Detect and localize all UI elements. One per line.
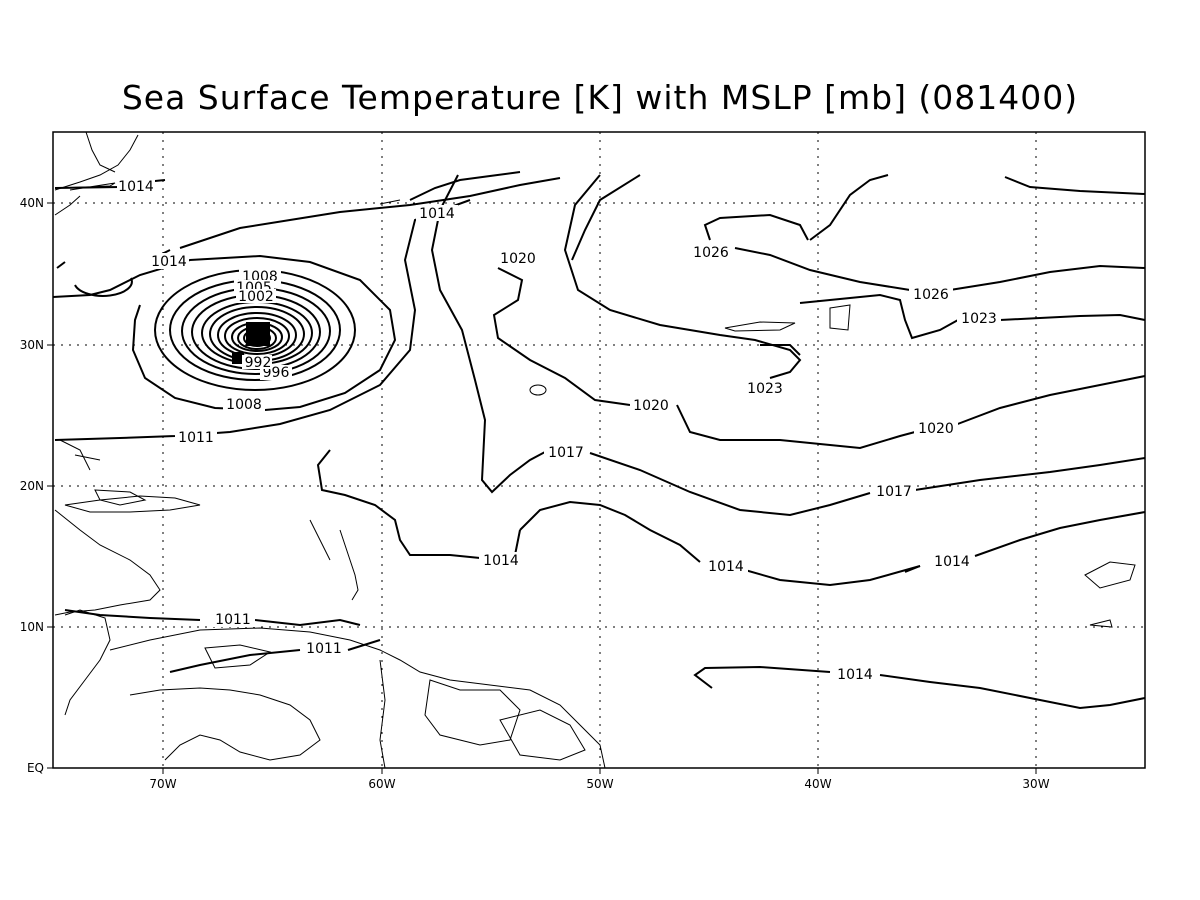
x-tick-40w: 40W: [804, 777, 831, 791]
low-pressure-center-icon: [246, 322, 270, 346]
contour-label: 1014: [708, 559, 744, 575]
x-tick-30w: 30W: [1022, 777, 1049, 791]
grid: [53, 132, 1145, 768]
coastlines: [54, 131, 1136, 769]
contour-label: 1023: [747, 381, 783, 397]
contour-label: 1014: [118, 179, 154, 195]
contour-label: 1011: [306, 641, 342, 657]
contour-label: 1011: [215, 612, 251, 628]
contour-label: 1023: [961, 311, 997, 327]
contour-label: 1014: [934, 554, 970, 570]
contour-label: 1017: [876, 484, 912, 500]
low-pressure-core-icon: [232, 352, 244, 364]
contour-label: 1014: [837, 667, 873, 683]
contour-label: 1014: [419, 206, 455, 222]
contour-label: 1020: [633, 398, 669, 414]
contour-label: 992: [245, 355, 272, 371]
contour-label: 1014: [483, 553, 519, 569]
y-tick-20n: 20N: [20, 479, 44, 493]
contour-label: 1017: [548, 445, 584, 461]
x-tick-50w: 50W: [586, 777, 613, 791]
contour-label: 1026: [913, 287, 949, 303]
plot-frame: [52, 131, 1146, 769]
y-tick-eq: EQ: [27, 761, 44, 775]
x-tick-70w: 70W: [149, 777, 176, 791]
contour-labels: 1014 1014 1014 1008 1005 1002 996 992 10…: [117, 178, 1001, 683]
contour-label: 1020: [918, 421, 954, 437]
y-tick-30n: 30N: [20, 338, 44, 352]
x-tick-60w: 60W: [368, 777, 395, 791]
contour-label: 1008: [226, 397, 262, 413]
contour-label: 1011: [178, 430, 214, 446]
contour-label: 1014: [151, 254, 187, 270]
contour-label: 1026: [693, 245, 729, 261]
isobars: [52, 171, 1146, 710]
y-tick-10n: 10N: [20, 620, 44, 634]
contour-label: 1002: [238, 289, 274, 305]
contour-label: 1020: [500, 251, 536, 267]
y-tick-40n: 40N: [20, 196, 44, 210]
ticks: [47, 202, 1037, 774]
map-title: Sea Surface Temperature [K] with MSLP [m…: [121, 78, 1079, 117]
